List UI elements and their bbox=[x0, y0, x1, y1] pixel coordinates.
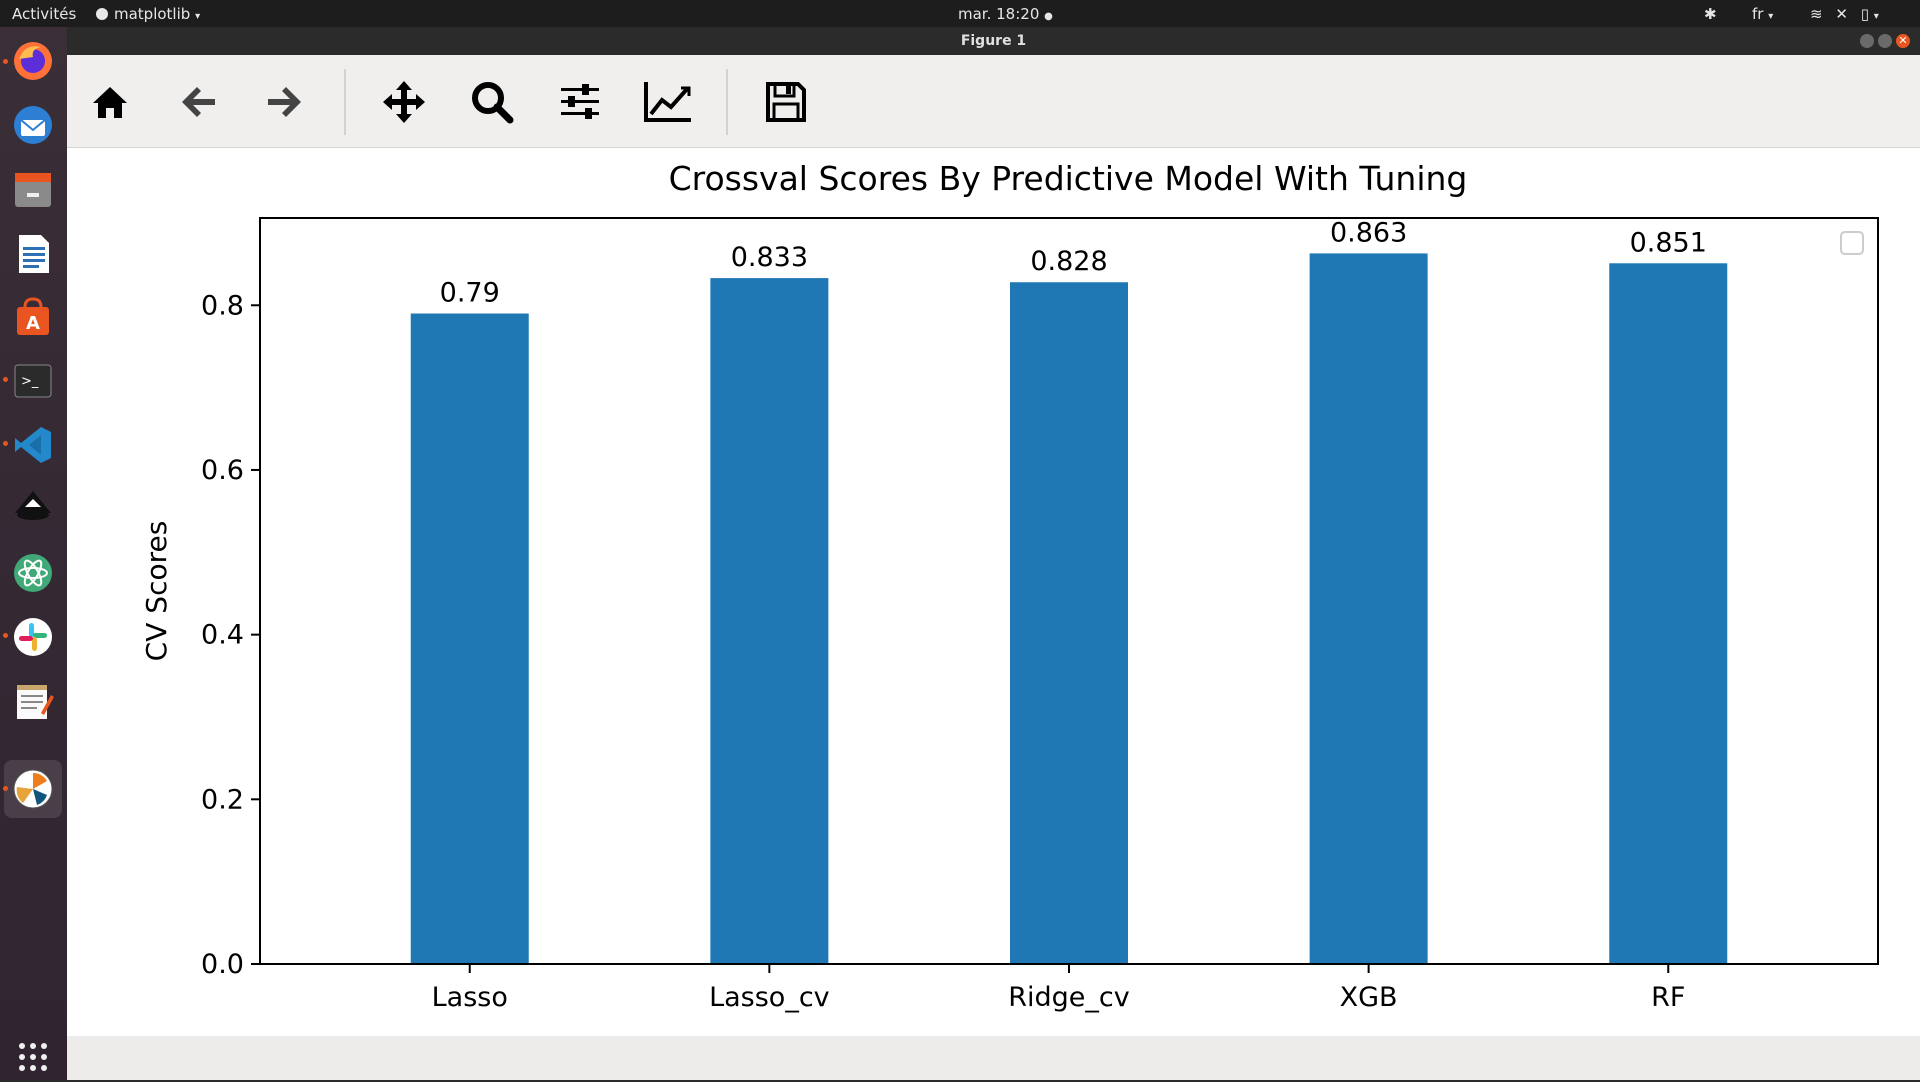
top-bar: Activités matplotlib ▾ mar. 18:20 ● ✱ fr… bbox=[0, 0, 1920, 27]
wifi-icon: ≋ bbox=[1810, 5, 1823, 23]
system-menu[interactable]: ≋ ✕ ▯ ▾ bbox=[1810, 5, 1879, 23]
configure-subplots-icon[interactable] bbox=[555, 77, 605, 127]
edit-axis-icon[interactable] bbox=[643, 77, 693, 127]
notification-dot-icon: ● bbox=[1044, 11, 1053, 22]
matplotlib-small-icon bbox=[96, 8, 108, 20]
x-tick-label: Lasso_cv bbox=[709, 982, 830, 1013]
y-axis-label: CV Scores bbox=[140, 521, 173, 662]
language-selector[interactable]: fr ▾ bbox=[1752, 5, 1773, 23]
plot-frame bbox=[259, 217, 1879, 965]
save-icon[interactable] bbox=[761, 77, 811, 127]
home-icon[interactable] bbox=[85, 77, 135, 127]
window-title: Figure 1 bbox=[960, 33, 1027, 49]
apps-grid-icon[interactable] bbox=[8, 1032, 58, 1082]
y-tick-label: 0.0 bbox=[201, 949, 244, 980]
app-menu-label: matplotlib bbox=[114, 5, 191, 23]
running-indicator bbox=[3, 59, 8, 64]
toolbar-separator bbox=[726, 69, 728, 135]
running-indicator bbox=[3, 441, 8, 446]
figure-canvas[interactable]: Crossval Scores By Predictive Model With… bbox=[67, 148, 1920, 1036]
bar-value-label: 0.828 bbox=[1030, 246, 1107, 277]
activities-button[interactable]: Activités bbox=[12, 5, 77, 23]
bar-value-label: 0.833 bbox=[731, 242, 808, 273]
figure-toolbar bbox=[67, 55, 1920, 148]
bar-value-label: 0.79 bbox=[440, 278, 500, 309]
matplotlib-icon[interactable] bbox=[4, 760, 62, 818]
back-icon[interactable] bbox=[173, 77, 223, 127]
text-editor-icon[interactable] bbox=[8, 676, 58, 726]
files-icon[interactable] bbox=[8, 164, 58, 214]
firefox-icon[interactable] bbox=[8, 36, 58, 86]
bar-value-label: 0.863 bbox=[1330, 217, 1407, 248]
bar bbox=[1309, 253, 1428, 964]
minimize-button[interactable] bbox=[1860, 34, 1874, 48]
x-tick-label: RF bbox=[1651, 982, 1685, 1013]
maximize-button[interactable] bbox=[1878, 34, 1892, 48]
bar bbox=[1010, 282, 1128, 964]
running-indicator bbox=[3, 633, 8, 638]
y-tick-label: 0.4 bbox=[201, 620, 244, 651]
chevron-down-icon: ▾ bbox=[1873, 11, 1879, 22]
atom-icon[interactable] bbox=[8, 548, 58, 598]
window-titlebar[interactable]: Figure 1 ✕ bbox=[67, 27, 1920, 55]
forward-icon[interactable] bbox=[260, 77, 310, 127]
app-menu[interactable]: matplotlib ▾ bbox=[96, 5, 200, 23]
clock[interactable]: mar. 18:20 ● bbox=[958, 5, 1053, 23]
software-center-icon[interactable]: A bbox=[8, 292, 58, 342]
x-tick-label: Lasso bbox=[432, 982, 508, 1013]
running-indicator bbox=[3, 786, 8, 791]
writer-icon[interactable] bbox=[8, 228, 58, 278]
battery-icon: ▯ bbox=[1860, 5, 1869, 23]
thunderbird-icon[interactable] bbox=[8, 100, 58, 150]
vscode-icon[interactable] bbox=[8, 420, 58, 470]
pan-icon[interactable] bbox=[379, 77, 429, 127]
slack-tray-icon[interactable]: ✱ bbox=[1704, 5, 1717, 23]
terminal-icon[interactable]: >_ bbox=[8, 356, 58, 406]
chevron-down-icon: ▾ bbox=[1768, 11, 1774, 22]
x-tick-label: Ridge_cv bbox=[1008, 982, 1129, 1013]
inkscape-icon[interactable] bbox=[8, 484, 58, 534]
bar-value-label: 0.851 bbox=[1630, 227, 1707, 258]
bar-chart: Crossval Scores By Predictive Model With… bbox=[140, 159, 1879, 1013]
toolbar-separator bbox=[344, 69, 346, 135]
y-tick-label: 0.2 bbox=[201, 784, 244, 815]
bar bbox=[1609, 263, 1728, 964]
dock: A >_ bbox=[0, 27, 67, 1080]
close-button[interactable]: ✕ bbox=[1896, 34, 1910, 48]
bar bbox=[410, 313, 529, 964]
chart-title: Crossval Scores By Predictive Model With… bbox=[669, 159, 1468, 198]
y-tick-label: 0.6 bbox=[201, 455, 244, 486]
svg-text:>_: >_ bbox=[21, 374, 39, 389]
zoom-icon[interactable] bbox=[467, 77, 517, 127]
status-bar bbox=[67, 1036, 1920, 1080]
running-indicator bbox=[3, 377, 8, 382]
y-tick-label: 0.8 bbox=[201, 290, 244, 321]
language-label: fr bbox=[1752, 5, 1764, 23]
legend-box bbox=[1840, 231, 1864, 255]
chevron-down-icon: ▾ bbox=[195, 11, 201, 22]
volume-muted-icon: ✕ bbox=[1835, 5, 1848, 23]
clock-label: mar. 18:20 bbox=[958, 5, 1040, 23]
bar bbox=[710, 278, 829, 964]
x-tick-label: XGB bbox=[1340, 982, 1398, 1013]
svg-text:A: A bbox=[26, 313, 40, 334]
slack-icon[interactable] bbox=[8, 612, 58, 662]
